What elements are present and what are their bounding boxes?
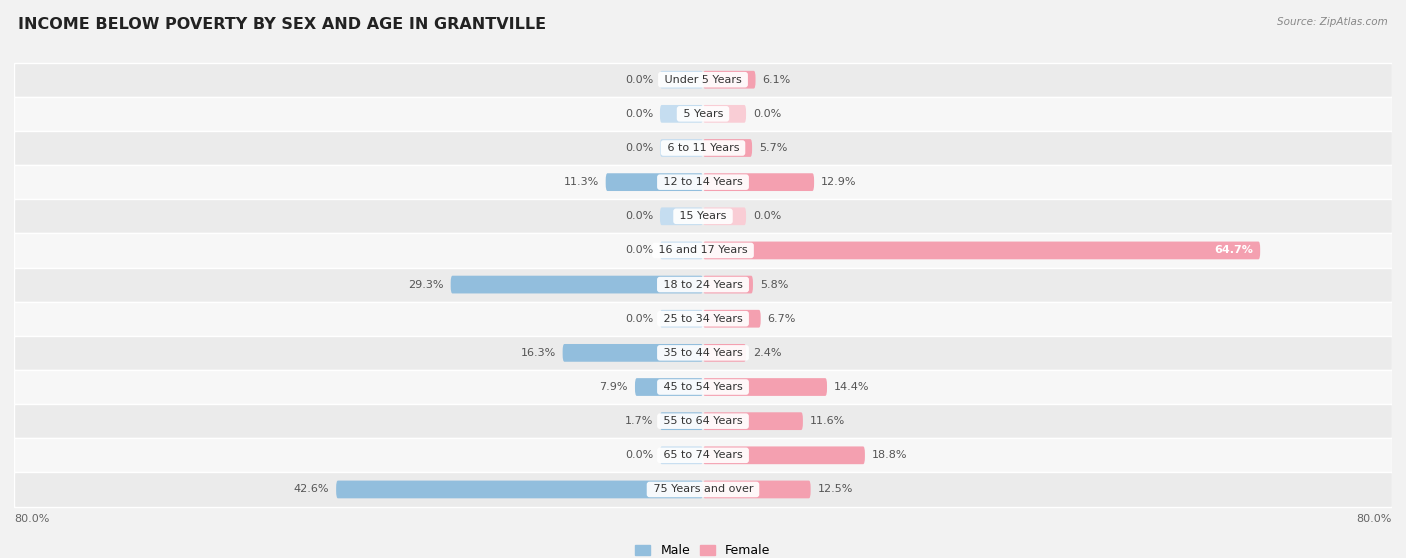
Text: 25 to 34 Years: 25 to 34 Years xyxy=(659,314,747,324)
FancyBboxPatch shape xyxy=(659,242,703,259)
Text: 0.0%: 0.0% xyxy=(754,211,782,222)
Bar xyxy=(14,199,1392,233)
FancyBboxPatch shape xyxy=(703,276,754,294)
Text: 12.9%: 12.9% xyxy=(821,177,856,187)
Text: 45 to 54 Years: 45 to 54 Years xyxy=(659,382,747,392)
FancyBboxPatch shape xyxy=(636,378,703,396)
Text: 0.0%: 0.0% xyxy=(624,143,652,153)
FancyBboxPatch shape xyxy=(703,208,747,225)
FancyBboxPatch shape xyxy=(703,378,827,396)
FancyBboxPatch shape xyxy=(659,310,703,328)
FancyBboxPatch shape xyxy=(659,412,703,430)
Text: 12.5%: 12.5% xyxy=(817,484,853,494)
FancyBboxPatch shape xyxy=(659,71,703,89)
FancyBboxPatch shape xyxy=(703,71,755,89)
FancyBboxPatch shape xyxy=(451,276,703,294)
Text: 35 to 44 Years: 35 to 44 Years xyxy=(659,348,747,358)
Text: 5.8%: 5.8% xyxy=(759,280,789,290)
Text: 42.6%: 42.6% xyxy=(294,484,329,494)
Text: 0.0%: 0.0% xyxy=(624,211,652,222)
Text: 29.3%: 29.3% xyxy=(408,280,444,290)
FancyBboxPatch shape xyxy=(703,446,865,464)
Text: 6.7%: 6.7% xyxy=(768,314,796,324)
Bar xyxy=(14,404,1392,438)
FancyBboxPatch shape xyxy=(703,480,811,498)
Bar xyxy=(14,473,1392,507)
Bar xyxy=(14,233,1392,267)
Bar xyxy=(14,370,1392,404)
Legend: Male, Female: Male, Female xyxy=(630,539,776,558)
FancyBboxPatch shape xyxy=(703,344,747,362)
Text: 80.0%: 80.0% xyxy=(1357,514,1392,524)
Text: 75 Years and over: 75 Years and over xyxy=(650,484,756,494)
FancyBboxPatch shape xyxy=(703,174,814,191)
FancyBboxPatch shape xyxy=(659,105,703,123)
FancyBboxPatch shape xyxy=(703,105,747,123)
Text: 0.0%: 0.0% xyxy=(624,109,652,119)
Text: 55 to 64 Years: 55 to 64 Years xyxy=(659,416,747,426)
Text: 1.7%: 1.7% xyxy=(624,416,652,426)
Text: 6.1%: 6.1% xyxy=(762,75,790,85)
Bar xyxy=(14,438,1392,473)
FancyBboxPatch shape xyxy=(606,174,703,191)
FancyBboxPatch shape xyxy=(659,139,703,157)
Text: Source: ZipAtlas.com: Source: ZipAtlas.com xyxy=(1277,17,1388,27)
FancyBboxPatch shape xyxy=(703,139,752,157)
FancyBboxPatch shape xyxy=(703,412,803,430)
Text: 0.0%: 0.0% xyxy=(624,246,652,256)
Text: 11.3%: 11.3% xyxy=(564,177,599,187)
Bar xyxy=(14,131,1392,165)
Text: 64.7%: 64.7% xyxy=(1215,246,1253,256)
Text: 0.0%: 0.0% xyxy=(624,450,652,460)
Text: 14.4%: 14.4% xyxy=(834,382,869,392)
Text: Under 5 Years: Under 5 Years xyxy=(661,75,745,85)
Bar xyxy=(14,62,1392,97)
Bar xyxy=(14,336,1392,370)
FancyBboxPatch shape xyxy=(659,208,703,225)
Text: 5 Years: 5 Years xyxy=(679,109,727,119)
Text: INCOME BELOW POVERTY BY SEX AND AGE IN GRANTVILLE: INCOME BELOW POVERTY BY SEX AND AGE IN G… xyxy=(18,17,547,32)
Text: 7.9%: 7.9% xyxy=(599,382,628,392)
Text: 0.0%: 0.0% xyxy=(624,314,652,324)
Text: 16 and 17 Years: 16 and 17 Years xyxy=(655,246,751,256)
Bar xyxy=(14,267,1392,302)
Bar xyxy=(14,165,1392,199)
FancyBboxPatch shape xyxy=(336,480,703,498)
Text: 2.4%: 2.4% xyxy=(754,348,782,358)
Text: 6 to 11 Years: 6 to 11 Years xyxy=(664,143,742,153)
Text: 18 to 24 Years: 18 to 24 Years xyxy=(659,280,747,290)
Text: 11.6%: 11.6% xyxy=(810,416,845,426)
Text: 65 to 74 Years: 65 to 74 Years xyxy=(659,450,747,460)
Text: 0.0%: 0.0% xyxy=(754,109,782,119)
Text: 5.7%: 5.7% xyxy=(759,143,787,153)
FancyBboxPatch shape xyxy=(703,310,761,328)
Text: 18.8%: 18.8% xyxy=(872,450,907,460)
FancyBboxPatch shape xyxy=(562,344,703,362)
Text: 12 to 14 Years: 12 to 14 Years xyxy=(659,177,747,187)
Text: 80.0%: 80.0% xyxy=(14,514,49,524)
Bar xyxy=(14,97,1392,131)
Text: 16.3%: 16.3% xyxy=(520,348,555,358)
Text: 15 Years: 15 Years xyxy=(676,211,730,222)
FancyBboxPatch shape xyxy=(703,242,1260,259)
Bar xyxy=(14,302,1392,336)
Text: 0.0%: 0.0% xyxy=(624,75,652,85)
FancyBboxPatch shape xyxy=(659,446,703,464)
